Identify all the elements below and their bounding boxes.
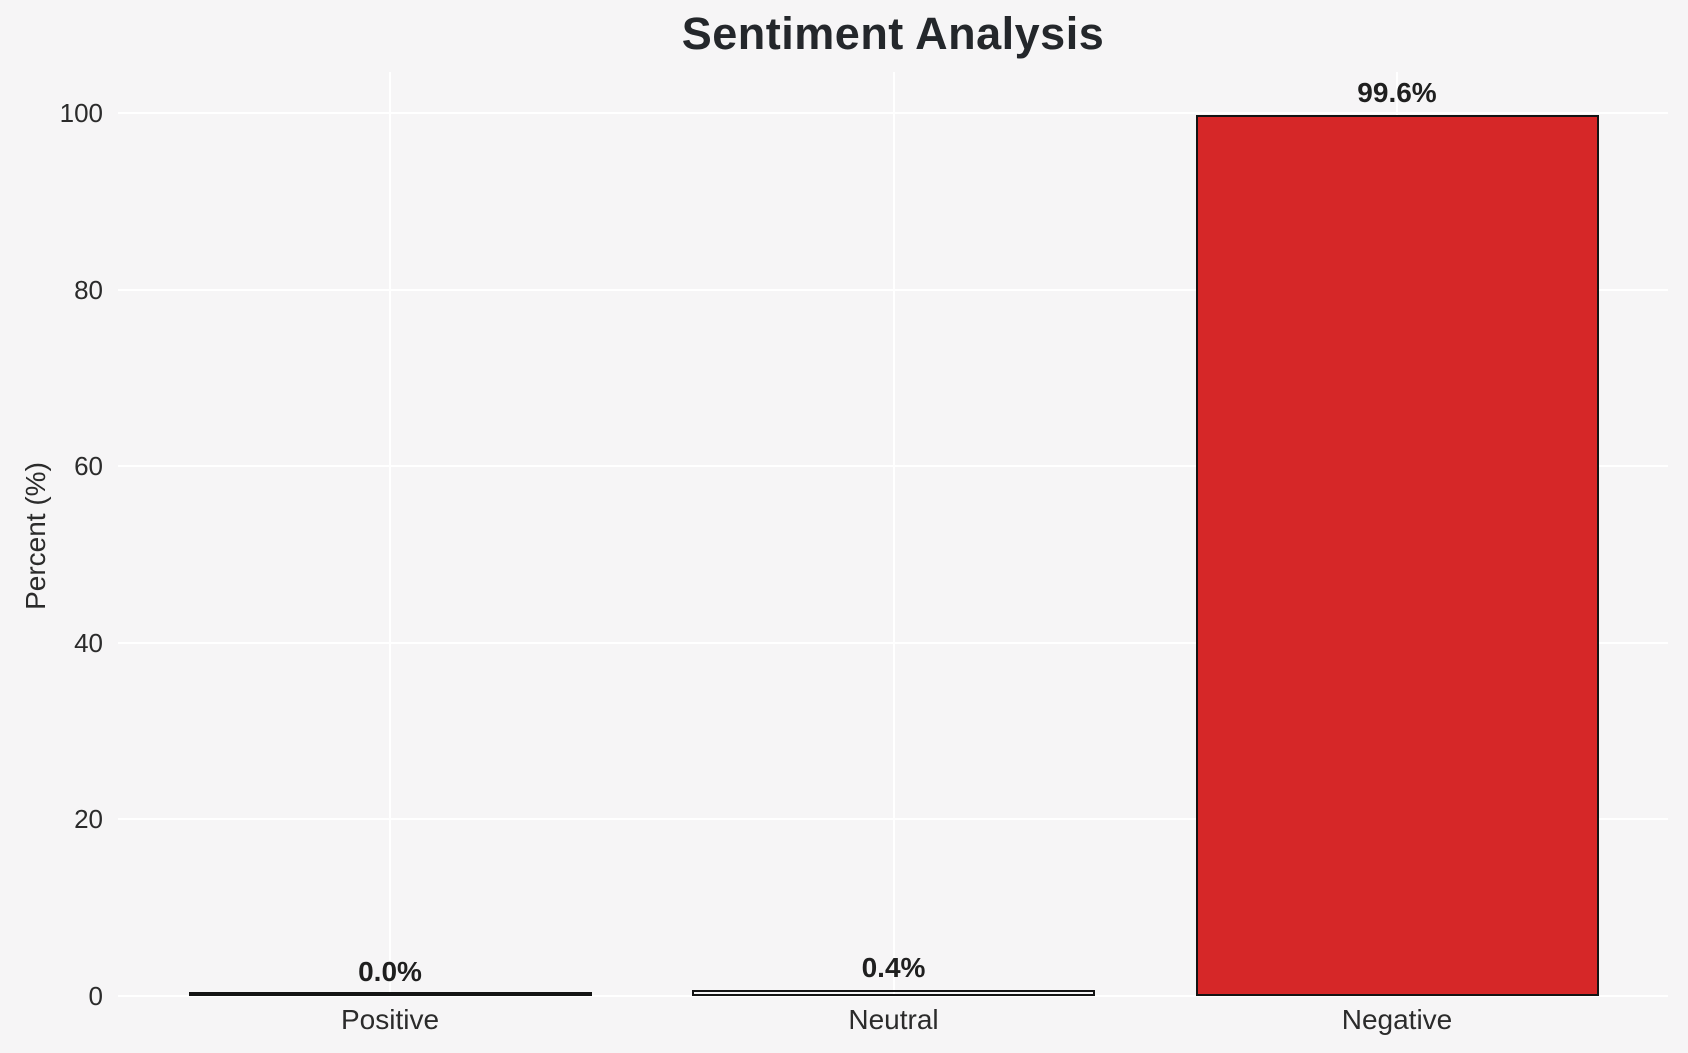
bar-negative [1195,114,1599,996]
y-tick-label: 20 [74,804,103,835]
bar-neutral [692,990,1095,996]
x-tick-label-neutral: Neutral [848,1004,939,1035]
x-tick-label-positive: Positive [340,1004,440,1035]
x-gridline-positive [389,72,391,996]
x-tick-label-negative: Negative [1341,1004,1453,1035]
y-tick-label: 60 [74,451,103,482]
y-tick-label: 80 [74,274,103,305]
chart-title: Sentiment Analysis [681,8,1105,59]
y-axis-label: Percent (%) [20,462,51,610]
bar-positive [188,992,592,996]
value-label-negative: 99.6% [1357,76,1437,108]
y-tick-label: 40 [74,627,103,658]
x-gridline-neutral [892,72,895,996]
value-label-positive: 0.0% [358,956,422,987]
y-tick-label: 0 [88,981,103,1011]
y-tick-label: 100 [59,98,103,128]
y-gridline-0 [118,995,1668,997]
plot-area [118,72,1668,997]
value-label-neutral: 0.4% [861,952,926,984]
